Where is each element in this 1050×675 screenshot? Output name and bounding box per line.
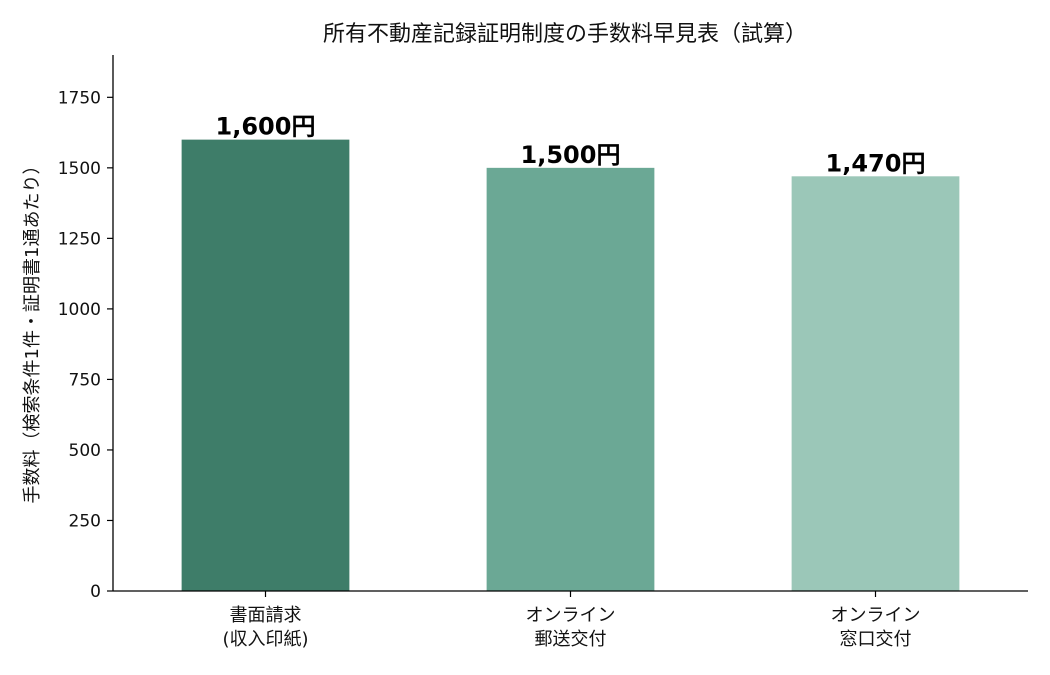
y-tick-label: 1750 xyxy=(58,88,101,108)
y-tick-label: 1500 xyxy=(58,159,101,179)
x-tick-label: 窓口交付 xyxy=(840,629,912,650)
y-tick-label: 0 xyxy=(90,582,101,602)
bar xyxy=(791,176,960,591)
x-tick-label: 書面請求 xyxy=(230,605,302,626)
bars-group: 1,600円 1,500円 1,470円 xyxy=(181,113,960,591)
y-tick-label: 750 xyxy=(69,370,101,390)
y-tick-label: 500 xyxy=(69,441,101,461)
y-axis-label: 手数料（検索条件1件・証明書1通あたり） xyxy=(22,157,43,504)
x-tick-label: 郵送交付 xyxy=(535,629,607,650)
y-tick-label: 250 xyxy=(69,511,101,531)
bar xyxy=(181,139,350,591)
y-tick-label: 1250 xyxy=(58,229,101,249)
y-tick-label: 1000 xyxy=(58,300,101,320)
chart-title: 所有不動産記録証明制度の手数料早見表（試算） xyxy=(323,22,807,47)
x-tick-label: (収入印紙) xyxy=(222,629,308,650)
data-label: 1,600円 xyxy=(216,113,316,141)
x-tick-label: オンライン xyxy=(831,605,921,626)
bar xyxy=(486,167,655,591)
x-tick-label: オンライン xyxy=(526,605,616,626)
data-label: 1,500円 xyxy=(521,141,621,169)
data-label: 1,470円 xyxy=(826,149,926,177)
y-axis: 0 250 500 750 1000 1250 1500 1750 xyxy=(58,88,113,602)
